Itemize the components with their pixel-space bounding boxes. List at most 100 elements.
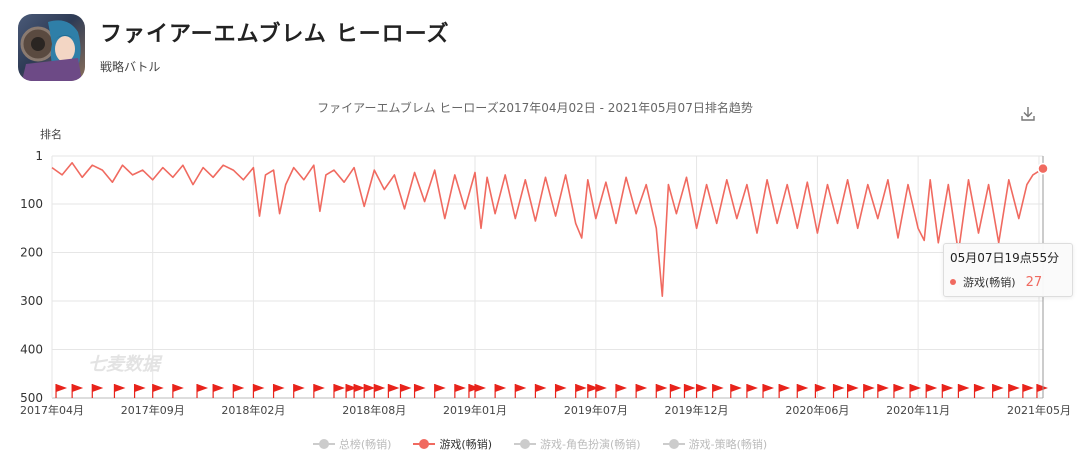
chart-title: ファイアーエムブレム ヒーローズ2017年04月02日 - 2021年05月07… (317, 100, 753, 115)
legend-label: 游戏-策略(畅销) (688, 438, 768, 451)
event-flag-icon[interactable] (1022, 384, 1034, 398)
y-tick-label: 100 (20, 197, 43, 211)
event-flag-icon[interactable] (712, 384, 724, 398)
event-flag-icon[interactable] (514, 384, 527, 398)
app-genre: 戦略バトル (100, 60, 161, 74)
event-flag-icon[interactable] (909, 384, 922, 398)
event-flag-icon[interactable] (272, 384, 285, 398)
event-flag-icon[interactable] (55, 384, 68, 398)
event-flag-icon[interactable] (232, 384, 245, 398)
event-flag-icon[interactable] (212, 384, 225, 398)
y-tick-label: 1 (35, 149, 43, 163)
event-flag-icon[interactable] (695, 384, 708, 398)
tooltip-row: 游戏(畅销) 27 (950, 274, 1066, 290)
event-flag-layer (55, 384, 1048, 398)
tooltip-value: 27 (1025, 274, 1043, 290)
event-flag-icon[interactable] (353, 384, 366, 398)
y-axis-label: 排名 (40, 127, 62, 141)
event-flag-icon[interactable] (91, 384, 104, 398)
event-flag-icon[interactable] (71, 384, 84, 398)
legend-swatch (662, 439, 685, 449)
watermark: 七麦数据 (88, 354, 163, 375)
legend-item-strategy[interactable]: 游戏-策略(畅销) (662, 436, 768, 452)
event-flag-icon[interactable] (252, 384, 265, 398)
legend-item-games[interactable]: 游戏(畅销) (413, 436, 492, 452)
event-flag-icon[interactable] (387, 384, 400, 398)
x-tick-label: 2017年09月 (121, 403, 185, 417)
event-flag-icon[interactable] (973, 384, 986, 398)
app-header: ファイアーエムブレム ヒーローズ 戦略バトル (18, 14, 618, 84)
chart-legend: 总榜(畅销) 游戏(畅销) 游戏-角色扮演(畅销) 游戏-策略(畅销) (0, 436, 1080, 452)
x-tick-layer: 2017年04月 2017年09月 2018年02月 2018年08月 2019年01月… (20, 403, 1071, 417)
y-tick-label: 500 (20, 391, 43, 405)
event-flag-icon[interactable] (635, 384, 648, 398)
event-flag-icon[interactable] (554, 384, 567, 398)
event-flag-icon[interactable] (863, 384, 875, 398)
event-flag-icon[interactable] (363, 384, 376, 398)
event-flag-icon[interactable] (575, 384, 587, 398)
event-flag-icon[interactable] (133, 384, 146, 398)
grid-layer (51, 155, 1044, 399)
series-layer (51, 162, 1044, 297)
legend-swatch (514, 439, 537, 449)
event-flag-icon[interactable] (373, 384, 386, 398)
legend-item-rpg[interactable]: 游戏-角色扮演(畅销) (514, 436, 641, 452)
legend-label: 游戏-角色扮演(畅销) (540, 438, 641, 451)
event-flag-icon[interactable] (333, 384, 345, 398)
event-flag-icon[interactable] (587, 384, 599, 398)
x-tick-label: 2021年05月 (1007, 403, 1071, 417)
event-flag-icon[interactable] (595, 384, 607, 398)
app-icon (18, 14, 85, 81)
event-flag-icon[interactable] (746, 384, 758, 398)
event-flag-icon[interactable] (313, 384, 325, 398)
event-flag-icon[interactable] (1008, 384, 1020, 398)
x-tick-label: 2018年02月 (221, 403, 285, 417)
legend-swatch (312, 439, 335, 449)
x-tick-label: 2020年06月 (785, 403, 849, 417)
event-flag-icon[interactable] (454, 384, 466, 398)
event-flag-icon[interactable] (762, 384, 775, 398)
event-flag-icon[interactable] (730, 384, 742, 398)
event-flag-icon[interactable] (992, 384, 1004, 398)
legend-label: 总榜(畅销) (338, 438, 392, 451)
event-flag-icon[interactable] (778, 384, 791, 398)
event-flag-icon[interactable] (683, 384, 696, 398)
tooltip-series-name: 游戏(畅销) (963, 276, 1016, 289)
event-flag-icon[interactable] (832, 384, 845, 398)
event-flag-icon[interactable] (494, 384, 507, 398)
event-flag-icon[interactable] (893, 384, 905, 398)
event-flag-icon[interactable] (925, 384, 938, 398)
event-flag-icon[interactable] (413, 384, 426, 398)
event-flag-icon[interactable] (345, 384, 358, 398)
event-flag-icon[interactable] (669, 384, 682, 398)
x-tick-label: 2020年11月 (886, 403, 950, 417)
legend-swatch (413, 439, 436, 449)
event-flag-icon[interactable] (399, 384, 412, 398)
download-icon[interactable] (1018, 104, 1038, 124)
event-flag-icon[interactable] (796, 384, 809, 398)
event-flag-icon[interactable] (1036, 384, 1048, 398)
chart-tooltip: 05月07日19点55分 游戏(畅销) 27 (943, 243, 1073, 297)
event-flag-icon[interactable] (293, 384, 305, 398)
event-flag-icon[interactable] (941, 384, 954, 398)
event-flag-icon[interactable] (957, 384, 970, 398)
series-line-games-grossing (51, 162, 1044, 297)
y-tick-label: 200 (20, 246, 43, 260)
event-flag-icon[interactable] (152, 384, 164, 398)
event-flag-icon[interactable] (655, 384, 668, 398)
event-flag-icon[interactable] (615, 384, 627, 398)
x-tick-label: 2017年04月 (20, 403, 84, 417)
event-flag-icon[interactable] (534, 384, 547, 398)
event-flag-icon[interactable] (196, 384, 209, 398)
y-tick-label: 300 (20, 294, 43, 308)
event-flag-icon[interactable] (847, 384, 859, 398)
event-flag-icon[interactable] (113, 384, 126, 398)
x-tick-label: 2019年12月 (665, 403, 729, 417)
event-flag-icon[interactable] (434, 384, 446, 398)
event-flag-icon[interactable] (877, 384, 889, 398)
app-title: ファイアーエムブレム ヒーローズ (100, 22, 450, 47)
event-flag-icon[interactable] (172, 384, 184, 398)
legend-item-overall[interactable]: 总榜(畅销) (312, 436, 392, 452)
event-flag-icon[interactable] (814, 384, 827, 398)
event-flag-icon[interactable] (474, 384, 486, 398)
